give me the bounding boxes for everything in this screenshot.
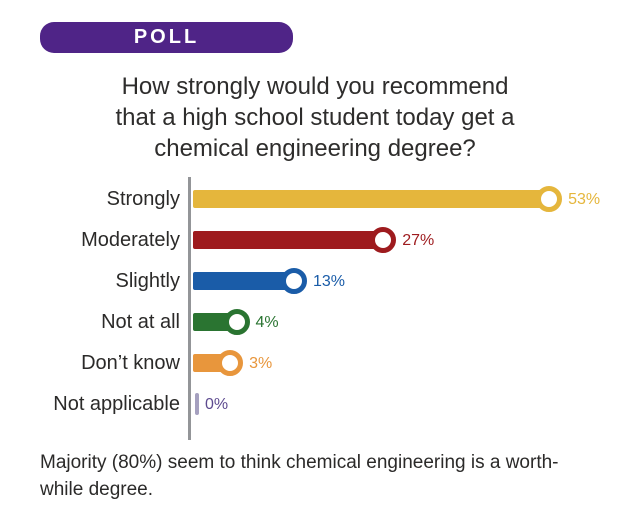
poll-badge-label: POLL (133, 26, 200, 48)
value-label: 3% (249, 354, 273, 372)
poll-chart-rows: Strongly 53% Moderately 27% Slightly 13% Not a… (40, 179, 630, 425)
chart-row: Not applicable 0% (40, 384, 630, 425)
bar (193, 272, 294, 290)
bar-track: 3% (193, 343, 630, 384)
footnote: Majority (80%) seem to think chemical en… (40, 449, 610, 503)
poll-chart: Strongly 53% Moderately 27% Slightly 13% Not a… (40, 177, 630, 440)
bar-track: 0% (193, 384, 630, 425)
footnote-line-2: while degree. (40, 479, 154, 500)
bar-end-ring (370, 227, 397, 253)
value-label: 13% (312, 272, 345, 290)
value-label: 4% (255, 313, 279, 331)
chart-row: Don’t know 3% (40, 343, 630, 384)
title-line-3: chemical engineering degree? (154, 135, 476, 162)
title-line-2: that a high school student today get a (115, 104, 515, 131)
zero-value-tick (195, 393, 199, 415)
bar-track: 27% (193, 220, 630, 261)
value-label: 0% (205, 395, 229, 413)
title-line-1: How strongly would you recommend (121, 73, 509, 100)
page-title: How strongly would you recommend that a … (0, 71, 630, 164)
category-label: Don’t know (81, 352, 180, 374)
value-label: 27% (402, 231, 435, 249)
chart-axis-line (188, 177, 191, 440)
category-label: Not applicable (53, 393, 180, 415)
bar-end-ring (280, 268, 307, 294)
chart-row: Not at all 4% (40, 302, 630, 343)
category-label: Slightly (115, 270, 180, 292)
value-label: 53% (568, 190, 601, 208)
bar-track: 4% (193, 302, 630, 343)
chart-row: Slightly 13% (40, 261, 630, 302)
bar-end-ring (536, 186, 563, 212)
bar (193, 190, 550, 208)
category-label: Strongly (106, 188, 180, 210)
bar (193, 231, 384, 249)
footnote-line-1: Majority (80%) seem to think chemical en… (40, 452, 559, 473)
category-label: Not at all (101, 311, 180, 333)
bar-track: 53% (193, 179, 630, 220)
chart-row: Moderately 27% (40, 220, 630, 261)
bar-end-ring (223, 309, 250, 335)
chart-row: Strongly 53% (40, 179, 630, 220)
bar-track: 13% (193, 261, 630, 302)
category-label: Moderately (81, 229, 180, 251)
poll-badge: POLL (40, 22, 293, 53)
bar-end-ring (217, 350, 244, 376)
